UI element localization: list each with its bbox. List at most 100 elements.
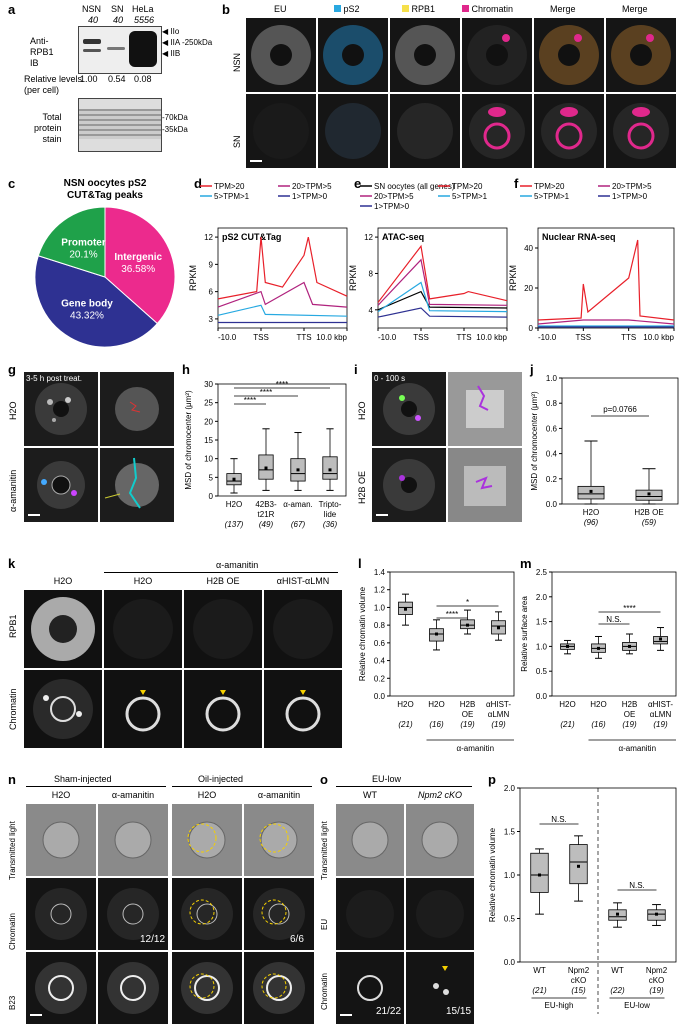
o-image-r0-c0 (336, 804, 404, 876)
b-scale-bar (250, 160, 262, 162)
i-row-h2o: H2O (357, 401, 367, 420)
group-l-0: H2O (397, 700, 413, 709)
series-d-1 (217, 281, 348, 308)
chart-f-rnaseq: TPM>20 20>TPM>5 5>TPM>1 1>TPM>0 Nuclear RNA-… (508, 182, 675, 342)
ytick-h: 30 (204, 380, 213, 389)
title-f: Nuclear RNA-seq (542, 232, 616, 242)
o-row-0: Transmitted light (320, 821, 329, 880)
g-time-label: 3-5 h post treat. (26, 374, 83, 383)
n-image-r2-c0 (26, 952, 96, 1024)
b-image-r0-c3 (462, 18, 532, 92)
col-ps2: pS2 (343, 4, 360, 14)
n-row-0: Transmitted light (8, 821, 17, 880)
col-merge1: Merge (550, 4, 576, 14)
n-p-0: (21) (532, 986, 547, 995)
legend-d-1: 20>TPM>5 (292, 182, 332, 191)
chart-p-volume: 0.0 0.5 1.0 1.5 2.0 Relative chromatin volume… (488, 784, 677, 1014)
groupsub-l-2: OE (462, 710, 474, 719)
o-row-1: EU (320, 918, 329, 930)
sig-h-2: **** (276, 380, 288, 389)
o-image-r2-c1 (406, 952, 474, 1024)
g-amanitin-overview (24, 448, 98, 522)
ylabel-e: RPKM (348, 265, 358, 291)
ytick-j: 0.2 (546, 475, 558, 484)
sig-p-0: N.S. (551, 815, 567, 824)
ytick-f: 40 (524, 244, 533, 253)
series-f-0 (537, 239, 675, 321)
pie-label-1: Gene body (61, 299, 113, 310)
b-image-r0-c5 (606, 18, 676, 92)
pie-pct-2: 20.1% (69, 250, 97, 261)
panel-b-label: b (222, 2, 230, 17)
ylabel-d: RPKM (188, 265, 198, 291)
title-d: pS2 CUT&Tag (222, 232, 281, 242)
group-p-3: Npm2 (646, 966, 668, 975)
panel-d-label: d (194, 176, 202, 191)
n-p-1: (15) (571, 986, 586, 995)
ytick-j: 0.0 (546, 500, 558, 509)
ylabel-l: Relative chromatin volume (358, 586, 367, 681)
ytick-l: 0.6 (374, 639, 386, 648)
ytick-p: 1.5 (504, 828, 516, 837)
groupsub-h-3: lide (324, 510, 337, 519)
n-image-r0-c3 (244, 804, 314, 876)
n-image-r2-c3 (244, 952, 314, 1024)
box-p-1 (569, 844, 588, 885)
o-fraction-0: 21/22 (376, 1006, 402, 1017)
band-labels: ◀ IIo ◀ IIA -250kDa ◀ IIB (162, 27, 213, 58)
o-image-r0-c1 (406, 804, 474, 876)
o-group: EU-low (372, 774, 402, 784)
ytick-j: 0.4 (546, 450, 558, 459)
n-image-r1-c1 (98, 878, 168, 950)
k-header: α-amanitin (216, 560, 259, 570)
title-e: ATAC-seq (382, 232, 424, 242)
groupsub-l-3: αLMN (488, 710, 510, 719)
g-row-amanitin: α-amanitin (8, 469, 18, 512)
n-p-3: (19) (649, 986, 664, 995)
sig-p-1: N.S. (629, 881, 645, 890)
ytick-m: 1.5 (536, 618, 548, 627)
ytick-m: 2.0 (536, 593, 548, 602)
sig-l-1: * (466, 598, 469, 607)
ytick-m: 0.0 (536, 692, 548, 701)
panel-m-label: m (520, 556, 532, 571)
k-col-1: H2O (133, 576, 153, 586)
series-d-0 (217, 236, 348, 300)
lane-nsn: NSN (82, 4, 102, 14)
ytick-e: 4 (369, 306, 374, 315)
ylabel-p: Relative chromatin volume (488, 827, 497, 922)
col-chromatin: Chromatin (471, 4, 514, 14)
groupsub-m-2: OE (624, 710, 636, 719)
series-e-4 (377, 307, 508, 318)
series-e-3 (377, 281, 508, 313)
k-image-r0-c3 (264, 590, 342, 668)
panel-o-label: o (320, 772, 328, 787)
ytick-e: 8 (369, 269, 374, 278)
groupsub-h-1: t21R (258, 510, 275, 519)
groupsub-p-1: cKO (571, 976, 587, 985)
o-image-r1-c0 (336, 878, 404, 950)
chart-j-msd: 0.0 0.2 0.4 0.6 0.8 1.0 MSD of chromocenter (μ… (530, 374, 679, 527)
sig-h-1: **** (260, 388, 272, 397)
o-col-0: WT (363, 790, 377, 800)
pvalue-j: p=0.0766 (603, 405, 637, 414)
ytick-h: 5 (209, 473, 214, 482)
ib-label: Anti- RPB1 IB (30, 36, 54, 68)
n-j-1: (59) (642, 518, 657, 527)
group-p-1: Npm2 (568, 966, 590, 975)
n-image-r2-c1 (98, 952, 168, 1024)
ytick-p: 2.0 (504, 784, 516, 793)
b-image-r1-c2 (390, 94, 460, 168)
total-protein-stain (78, 98, 162, 152)
xtick-d: -10.0 (218, 333, 237, 342)
ytick-f: 20 (524, 284, 533, 293)
box-p-0 (530, 852, 549, 893)
i-scale-bar (376, 514, 388, 516)
pie-slice-gene-body (34, 255, 158, 348)
ytick-l: 0.4 (374, 657, 386, 666)
n-l-3: (19) (491, 720, 506, 729)
n-h-0: (137) (225, 520, 244, 529)
box-h-3 (322, 456, 338, 480)
xtick-e: TSS (413, 333, 429, 342)
